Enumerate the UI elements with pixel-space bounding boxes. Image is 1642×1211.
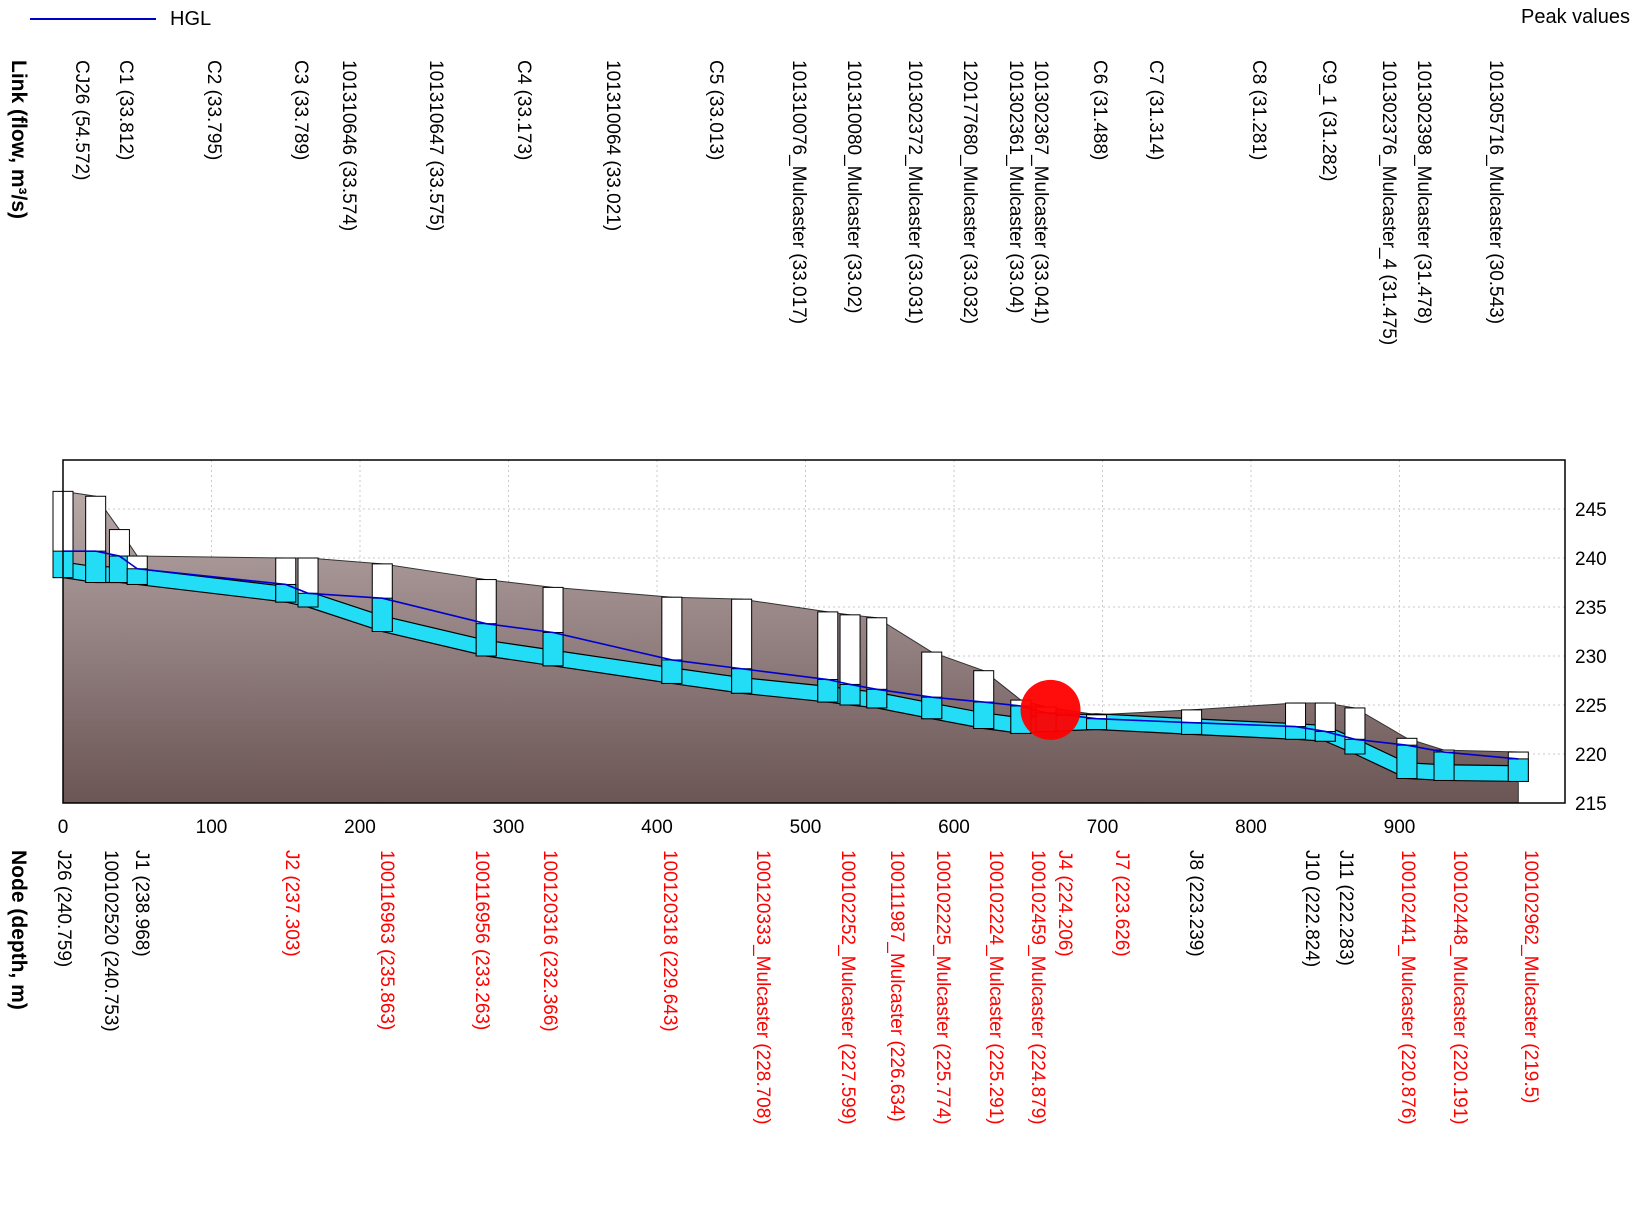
y-tick-label: 225	[1575, 696, 1607, 717]
node-label: J11 (222.283)	[1335, 850, 1356, 966]
link-label: 101305716_Mulcaster (30.543)	[1485, 60, 1506, 324]
node-label: 100102459_Mulcaster (224.879)	[1027, 850, 1048, 1125]
peak-values-label: Peak values	[1521, 6, 1630, 28]
link-label: 101310080_Mulcaster (33.02)	[843, 60, 864, 314]
link-label: C9_1 (31.282)	[1318, 60, 1339, 181]
x-tick-label: 100	[196, 817, 228, 838]
link-label: C7 (31.314)	[1145, 60, 1166, 160]
node-label: 100120333_Mulcaster (228.708)	[752, 850, 773, 1125]
node-label: 100102520 (240.753)	[100, 850, 121, 1032]
y-tick-label: 245	[1575, 500, 1607, 521]
x-tick-label: 500	[790, 817, 822, 838]
y-tick-label: 220	[1575, 745, 1607, 766]
node-label: 100102225_Mulcaster (225.774)	[932, 850, 953, 1125]
link-label: C3 (33.789)	[290, 60, 311, 160]
link-label: C5 (33.013)	[705, 60, 726, 160]
node-label: 100116963 (235.863)	[376, 850, 397, 1030]
x-tick-label: 300	[493, 817, 525, 838]
link-label: 101302376_Mulcaster_4 (31.475)	[1378, 60, 1399, 345]
link-label: C6 (31.488)	[1089, 60, 1110, 160]
link-label: 101310064 (33.021)	[602, 60, 623, 231]
node-label: J4 (224.206)	[1054, 850, 1075, 957]
hgl-legend-swatch	[30, 18, 156, 20]
node-label: 100120318 (229.643)	[659, 850, 680, 1032]
surcharge-marker	[1020, 679, 1081, 740]
node-label: 100102252_Mulcaster (227.599)	[837, 850, 858, 1125]
node-label: J2 (237.303)	[281, 850, 302, 957]
manhole-water	[973, 701, 995, 730]
x-tick-label: 400	[641, 817, 673, 838]
hgl-legend-label: HGL	[170, 8, 212, 30]
node-label: J7 (223.626)	[1111, 850, 1132, 957]
node-label: 100120316 (232.366)	[539, 850, 560, 1032]
manhole-water	[371, 597, 393, 632]
manhole-water	[661, 659, 683, 684]
link-label: C1 (33.812)	[115, 60, 136, 160]
manhole-water	[475, 623, 497, 657]
link-label: 101302372_Mulcaster (33.031)	[904, 60, 925, 324]
manhole-water	[126, 568, 148, 585]
link-label: 101302361_Mulcaster (33.04)	[1005, 60, 1026, 314]
manhole-water	[542, 631, 564, 667]
node-label: 100111987_Mulcaster (226.634)	[886, 850, 907, 1122]
link-label: 120177680_Mulcaster (33.032)	[959, 60, 980, 324]
plot-frame	[62, 459, 1566, 804]
manhole-water	[1433, 751, 1455, 781]
node-label: J8 (223.239)	[1185, 850, 1206, 957]
manhole-water	[297, 592, 319, 608]
link-label: C4 (33.173)	[513, 60, 534, 160]
link-label: 101302398_Mulcaster (31.478)	[1413, 60, 1434, 324]
manhole-water	[1344, 738, 1366, 755]
node-axis-title: Node (depth, m)	[7, 850, 30, 1010]
x-tick-label: 900	[1384, 817, 1416, 838]
manhole-water	[866, 688, 888, 709]
node-label: 100102448_Mulcaster (220.191)	[1449, 850, 1470, 1125]
node-label: J26 (240.759)	[53, 850, 74, 967]
link-label: 101310647 (33.575)	[425, 60, 446, 231]
manhole-water	[1507, 758, 1529, 782]
y-tick-label: 215	[1575, 794, 1607, 815]
node-label: 100102441_Mulcaster (220.876)	[1397, 850, 1418, 1125]
manhole-water	[839, 683, 861, 706]
node-label: 100102962_Mulcaster (219.5)	[1520, 850, 1541, 1104]
link-label: CJ26 (54.572)	[71, 60, 92, 180]
link-label: 101310076_Mulcaster (33.017)	[788, 60, 809, 324]
link-axis-title: Link (flow, m³/s)	[7, 60, 30, 219]
manhole-water	[817, 679, 839, 703]
manhole-water	[731, 668, 753, 694]
y-tick-label: 230	[1575, 647, 1607, 668]
manhole-water	[85, 550, 107, 584]
manhole-water	[1396, 744, 1418, 779]
node-label: J1 (238.968)	[131, 850, 152, 957]
node-label: 100116956 (233.263)	[471, 850, 492, 1030]
link-label: C2 (33.795)	[203, 60, 224, 160]
manhole-water	[108, 555, 130, 583]
x-tick-label: 600	[938, 817, 970, 838]
manhole-water	[1086, 718, 1108, 730]
link-label: 101302367_Mulcaster (33.041)	[1030, 60, 1051, 324]
link-label: C8 (31.281)	[1248, 60, 1269, 160]
link-label: 101310646 (33.574)	[338, 60, 359, 231]
node-label: J10 (222.824)	[1301, 850, 1322, 967]
node-label: 100102224_Mulcaster (225.291)	[985, 850, 1006, 1125]
hgl-line	[63, 550, 1519, 760]
hgl-legend: HGL	[30, 4, 230, 34]
y-tick-label: 240	[1575, 549, 1607, 570]
x-tick-label: 200	[344, 817, 376, 838]
manhole-water	[1181, 722, 1203, 735]
x-tick-label: 700	[1087, 817, 1119, 838]
x-tick-label: 800	[1235, 817, 1267, 838]
x-tick-label: 0	[58, 817, 69, 838]
manhole-water	[921, 696, 943, 720]
y-tick-label: 235	[1575, 598, 1607, 619]
